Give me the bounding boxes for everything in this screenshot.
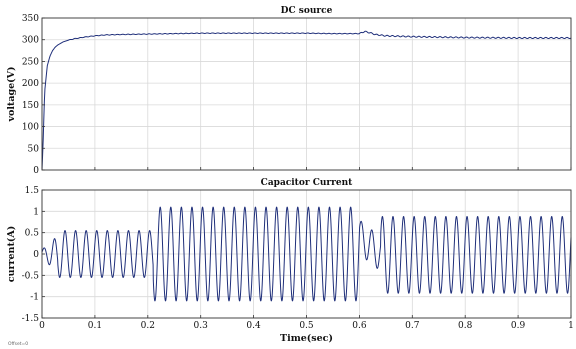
y-tick-label: -1 — [30, 293, 39, 303]
series-line — [41, 30, 572, 171]
y-tick-label: 350 — [22, 14, 39, 24]
y-tick-label: 200 — [22, 79, 39, 89]
y-tick-label: 1.5 — [25, 186, 40, 196]
x-tick-label: 0.1 — [88, 321, 102, 331]
x-tick-label: 0 — [39, 321, 45, 331]
y-tick-label: 250 — [22, 57, 39, 67]
chart-title-dc-source: DC source — [281, 6, 333, 16]
x-axis-label: Time(sec) — [280, 333, 333, 344]
x-tick-label: 0.3 — [194, 321, 209, 331]
y-tick-label: -0.5 — [22, 271, 40, 281]
x-tick-label: 0.4 — [246, 321, 261, 331]
x-tick-label: 0.5 — [299, 321, 314, 331]
x-tick-label: 1 — [568, 321, 574, 331]
chart-title-capacitor-current: Capacitor Current — [261, 178, 354, 188]
y-tick-label: 0 — [33, 166, 39, 176]
y-tick-label: 1 — [33, 207, 39, 217]
y-tick-label: 0 — [33, 250, 39, 260]
y-tick-label: 100 — [22, 123, 39, 133]
y-tick-label: 150 — [22, 101, 39, 111]
series-line — [41, 206, 572, 302]
y-axis-label: voltage(V) — [6, 66, 17, 122]
x-tick-label: 0.2 — [141, 321, 155, 331]
y-tick-label: 300 — [22, 36, 39, 46]
footer-note: Offset=0 — [8, 341, 28, 347]
y-tick-label: 50 — [28, 144, 40, 154]
x-tick-label: 0.8 — [458, 321, 473, 331]
y-tick-label: 0.5 — [25, 229, 40, 239]
x-tick-label: 0.9 — [511, 321, 526, 331]
y-tick-label: -1.5 — [22, 314, 40, 324]
y-axis-label: current(A) — [6, 226, 17, 282]
x-tick-label: 0.6 — [352, 321, 367, 331]
x-tick-label: 0.7 — [405, 321, 420, 331]
